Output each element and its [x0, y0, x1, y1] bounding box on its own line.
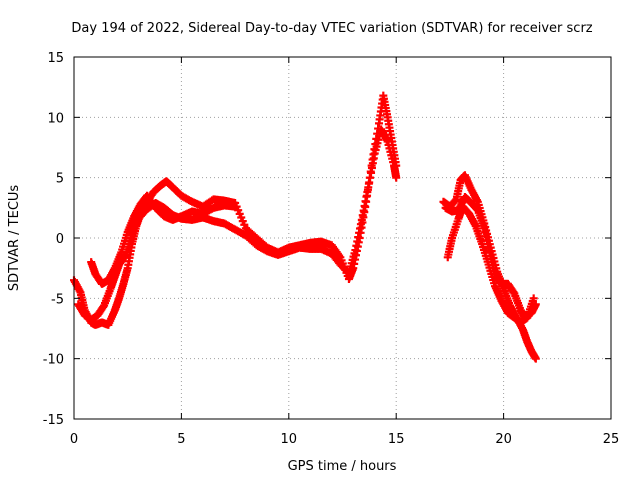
series-arc-2 — [74, 125, 401, 325]
y-tick-label: 0 — [56, 232, 64, 247]
grid — [74, 57, 611, 419]
data-point — [531, 300, 540, 309]
x-tick-label: 0 — [70, 432, 78, 447]
ticks: 0 5 10 15 20 25 -15 -10 -5 0 5 10 15 — [43, 51, 620, 447]
y-tick-label: 15 — [47, 51, 64, 66]
y-tick-label: -10 — [43, 353, 64, 368]
x-tick-label: 20 — [495, 432, 512, 447]
y-tick-label: -15 — [43, 413, 64, 428]
x-tick-label: 25 — [603, 432, 620, 447]
y-tick-label: 10 — [47, 111, 64, 126]
y-tick-label: -5 — [51, 292, 64, 307]
chart-title: Day 194 of 2022, Sidereal Day-to-day VTE… — [71, 21, 592, 36]
data-point — [531, 354, 540, 363]
y-tick-label: 5 — [56, 172, 64, 187]
series-arc-6 — [441, 192, 540, 322]
data-point — [392, 173, 401, 182]
series-arc-3 — [87, 191, 240, 288]
x-axis-label: GPS time / hours — [288, 459, 397, 474]
x-tick-label: 15 — [388, 432, 405, 447]
x-tick-label: 5 — [177, 432, 185, 447]
x-tick-label: 10 — [281, 432, 298, 447]
data-point — [231, 202, 240, 211]
data-point — [529, 294, 538, 303]
data-layer — [70, 91, 540, 363]
y-axis-label: SDTVAR / TECUs — [7, 185, 22, 292]
